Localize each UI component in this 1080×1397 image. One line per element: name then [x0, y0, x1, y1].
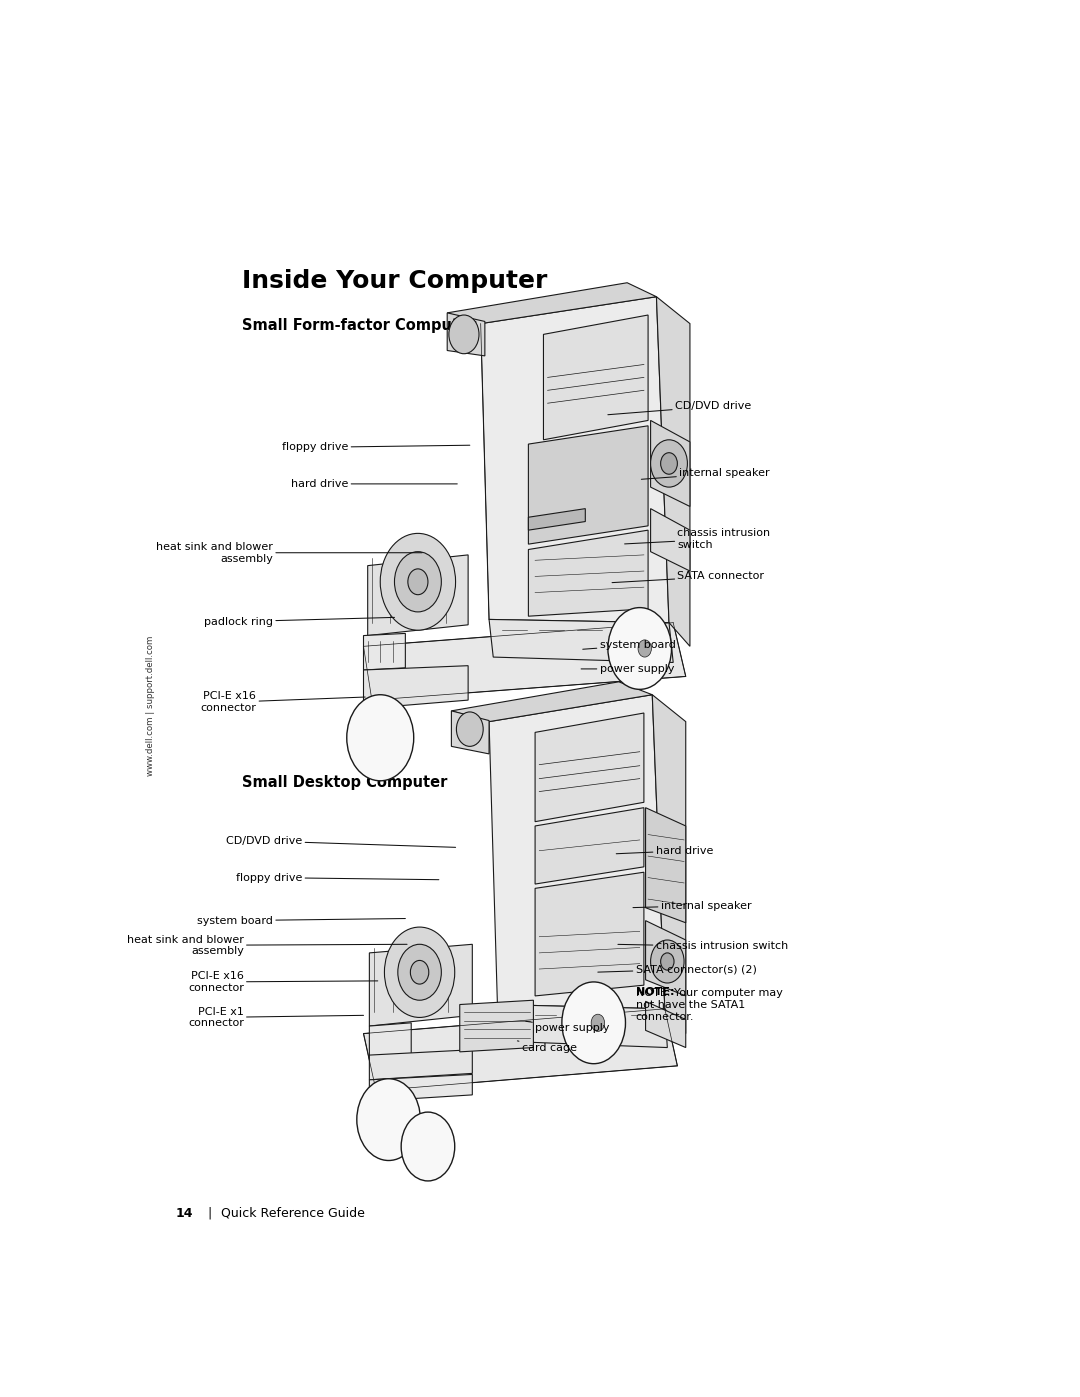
Polygon shape: [451, 682, 652, 722]
Polygon shape: [370, 1104, 407, 1133]
Circle shape: [380, 534, 456, 630]
Text: |: |: [200, 1207, 220, 1220]
Text: chassis intrusion
switch: chassis intrusion switch: [624, 528, 770, 549]
Text: SATA connector(s) (2): SATA connector(s) (2): [598, 964, 756, 974]
Polygon shape: [528, 426, 648, 545]
Polygon shape: [646, 1002, 686, 1048]
Polygon shape: [447, 282, 657, 324]
Polygon shape: [360, 718, 401, 754]
Circle shape: [650, 440, 687, 488]
Polygon shape: [369, 1074, 472, 1101]
Text: NOTE: Your computer may
not have the SATA1
connector.: NOTE: Your computer may not have the SAT…: [635, 989, 782, 1021]
Circle shape: [457, 712, 483, 746]
Circle shape: [608, 608, 672, 689]
Polygon shape: [460, 1000, 534, 1052]
Text: 14: 14: [175, 1207, 192, 1220]
Text: chassis intrusion switch: chassis intrusion switch: [618, 942, 788, 951]
Circle shape: [384, 928, 455, 1017]
Polygon shape: [489, 694, 665, 1009]
Polygon shape: [369, 944, 472, 1025]
Polygon shape: [364, 1009, 677, 1091]
Polygon shape: [535, 872, 644, 996]
Polygon shape: [535, 807, 644, 884]
Text: heat sink and blower
assembly: heat sink and blower assembly: [157, 542, 422, 563]
Circle shape: [347, 694, 414, 781]
Text: hard drive: hard drive: [617, 845, 713, 856]
Polygon shape: [413, 1133, 443, 1157]
Circle shape: [410, 960, 429, 983]
Text: PCI-E x1
connector: PCI-E x1 connector: [188, 1007, 364, 1028]
Polygon shape: [543, 314, 648, 440]
Polygon shape: [657, 296, 690, 647]
Polygon shape: [364, 633, 405, 671]
Text: PCI-E x16
connector: PCI-E x16 connector: [188, 971, 378, 993]
Polygon shape: [447, 313, 485, 356]
Text: system board: system board: [583, 640, 675, 650]
Text: power supply: power supply: [581, 664, 674, 673]
Text: internal speaker: internal speaker: [642, 468, 770, 479]
Circle shape: [397, 944, 442, 1000]
Text: padlock ring: padlock ring: [204, 616, 394, 627]
Polygon shape: [652, 694, 686, 1034]
Circle shape: [394, 552, 442, 612]
Polygon shape: [364, 666, 468, 708]
Polygon shape: [367, 555, 468, 636]
Circle shape: [356, 1078, 420, 1161]
Text: Inside Your Computer: Inside Your Computer: [242, 270, 548, 293]
Text: PCI-E x16
connector: PCI-E x16 connector: [201, 692, 365, 712]
Polygon shape: [577, 1010, 610, 1034]
Text: internal speaker: internal speaker: [633, 901, 752, 911]
Polygon shape: [528, 509, 585, 529]
Polygon shape: [650, 420, 690, 507]
Polygon shape: [528, 529, 648, 616]
Polygon shape: [535, 712, 644, 821]
Text: Small Desktop Computer: Small Desktop Computer: [242, 775, 447, 791]
Circle shape: [591, 1014, 605, 1031]
Polygon shape: [451, 711, 489, 754]
Circle shape: [650, 940, 684, 983]
Text: Quick Reference Guide: Quick Reference Guide: [221, 1207, 365, 1220]
Text: NOTE:: NOTE:: [635, 988, 674, 997]
Polygon shape: [369, 1023, 411, 1059]
Text: floppy drive: floppy drive: [237, 873, 438, 883]
Polygon shape: [364, 623, 686, 700]
Text: www.dell.com | support.dell.com: www.dell.com | support.dell.com: [146, 636, 154, 775]
Polygon shape: [646, 921, 686, 996]
Text: card cage: card cage: [517, 1041, 577, 1052]
Polygon shape: [646, 807, 686, 923]
Polygon shape: [623, 636, 657, 661]
Text: SATA connector: SATA connector: [612, 571, 765, 583]
Text: CD/DVD drive: CD/DVD drive: [608, 401, 751, 415]
Text: CD/DVD drive: CD/DVD drive: [226, 835, 456, 848]
Circle shape: [401, 1112, 455, 1180]
Circle shape: [408, 569, 428, 595]
Circle shape: [661, 953, 674, 970]
Polygon shape: [489, 619, 673, 662]
Text: heat sink and blower
assembly: heat sink and blower assembly: [127, 935, 407, 956]
Polygon shape: [650, 509, 690, 571]
Text: system board: system board: [198, 915, 405, 926]
Circle shape: [661, 453, 677, 474]
Polygon shape: [369, 1049, 472, 1080]
Circle shape: [638, 640, 651, 657]
Polygon shape: [498, 1004, 667, 1048]
Text: power supply: power supply: [526, 1021, 609, 1034]
Text: floppy drive: floppy drive: [282, 443, 470, 453]
Circle shape: [562, 982, 625, 1063]
Polygon shape: [481, 296, 669, 623]
Circle shape: [449, 314, 480, 353]
Text: Small Form-factor Computer: Small Form-factor Computer: [242, 319, 476, 334]
Text: hard drive: hard drive: [292, 479, 457, 489]
